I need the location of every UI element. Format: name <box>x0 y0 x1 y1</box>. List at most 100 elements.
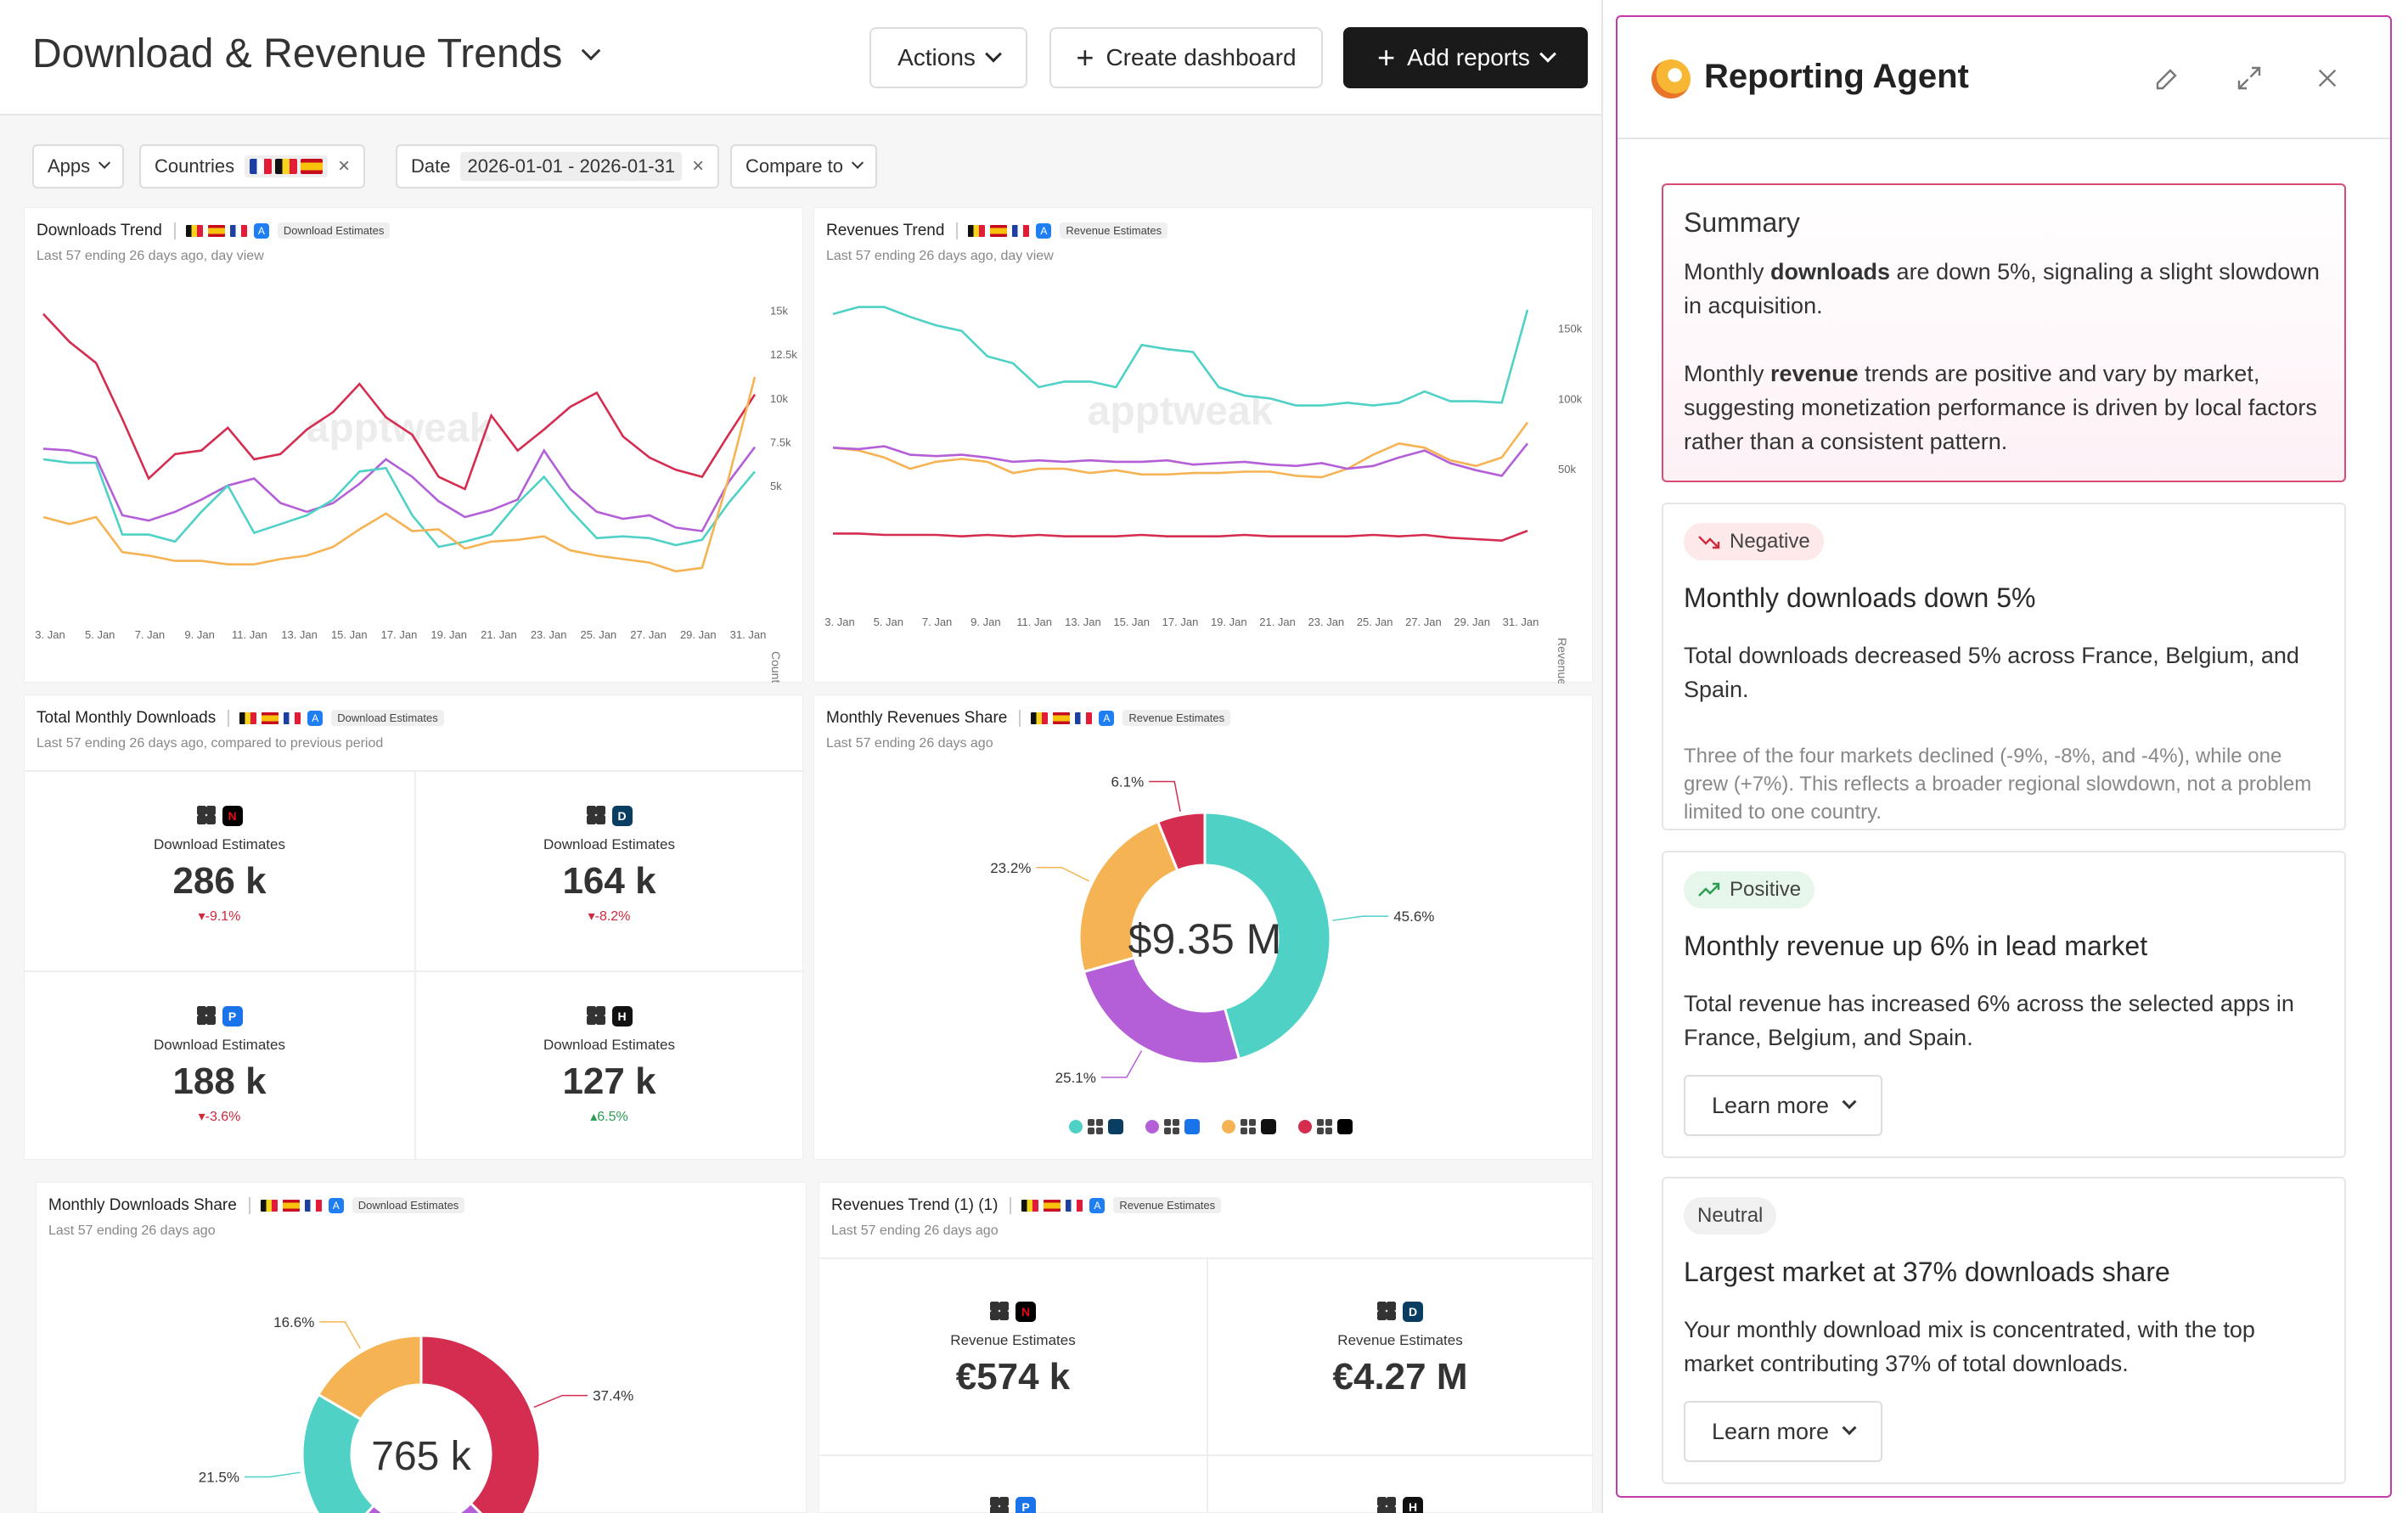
metric-tag: Revenue Estimates <box>1113 1197 1222 1214</box>
kpi-tile: P Download Estimates 188 k ▾-3.6% <box>25 1006 414 1125</box>
summary-paragraph-1: Monthly downloads are down 5%, signaling… <box>1684 255 2329 323</box>
belgium-flag-icon <box>185 224 203 237</box>
x-tick-label: 19. Jan <box>430 628 467 641</box>
date-filter-label: Date <box>411 155 451 177</box>
apps-filter[interactable]: Apps <box>32 144 125 188</box>
apps-grid-icon <box>586 1006 605 1025</box>
hbo-app-icon: H <box>1403 1497 1423 1513</box>
date-range-value: 2026-01-01 - 2026-01-31 <box>460 152 683 181</box>
netflix-app-icon: N <box>1016 1302 1036 1322</box>
edit-icon[interactable] <box>2152 63 2183 93</box>
x-tick-label: 7. Jan <box>922 616 952 628</box>
learn-more-button[interactable]: Learn more <box>1684 1075 1882 1136</box>
add-reports-button[interactable]: + Add reports <box>1343 27 1588 88</box>
kpi-change: ▾-9.1% <box>198 909 241 924</box>
countries-filter-label: Countries <box>155 155 235 177</box>
series-line-2 <box>832 442 1529 477</box>
card-title-row: Revenues Trend A Revenue Estimates <box>826 222 1168 240</box>
metric-tag: Download Estimates <box>277 222 391 239</box>
divider <box>1010 1196 1012 1214</box>
donut-slice-3[interactable] <box>316 1334 423 1421</box>
card-title: Revenues Trend (1) (1) <box>831 1196 999 1214</box>
donut-slice-3[interactable] <box>1156 811 1207 873</box>
learn-more-button[interactable]: Learn more <box>1684 1401 1882 1462</box>
insight-card-positive: Positive Monthly revenue up 6% in lead m… <box>1662 851 2346 1158</box>
downloads-trend-chart: apptweak 15k 12.5k 10k 7.5k 5k 3. Jan 5. Jan 7. … <box>35 305 797 683</box>
france-flag-icon <box>304 1199 322 1212</box>
kpi-label: Download Estimates <box>543 1037 675 1053</box>
kpi-label: Revenue Estimates <box>1337 1332 1463 1348</box>
donut-slice-1[interactable] <box>340 1501 506 1513</box>
expand-icon[interactable] <box>2234 63 2265 93</box>
kpi-value: 286 k <box>172 860 267 902</box>
card-title-row: Revenues Trend (1) (1) A Revenue Estimates <box>831 1196 1222 1215</box>
y-tick-label: 10k <box>770 392 788 405</box>
belgium-flag-icon <box>275 159 298 174</box>
donut-slice-2[interactable] <box>301 1392 376 1513</box>
card-title-row: Monthly Downloads Share A Download Estimat… <box>48 1196 465 1215</box>
page-title[interactable]: Download & Revenue Trends <box>32 31 601 77</box>
slice-label: 37.4% <box>593 1388 633 1404</box>
x-tick-label: 3. Jan <box>35 628 65 641</box>
apps-grid-icon <box>990 1497 1009 1513</box>
create-dashboard-button[interactable]: + Create dashboard <box>1049 27 1323 88</box>
insight-heading: Monthly downloads down 5% <box>1684 582 2036 613</box>
compare-filter[interactable]: Compare to <box>730 144 877 188</box>
kpi-tile: N Revenue Estimates €574 k <box>819 1302 1207 1398</box>
card-subtitle: Last 57 ending 26 days ago <box>831 1223 999 1238</box>
page-title-text: Download & Revenue Trends <box>32 31 563 76</box>
spain-flag-icon <box>262 712 279 724</box>
close-icon[interactable]: × <box>338 155 351 177</box>
legend-item[interactable] <box>1145 1119 1200 1134</box>
slice-label: 16.6% <box>273 1314 314 1330</box>
spain-flag-icon <box>990 224 1008 237</box>
insight-card-neutral: Neutral Largest market at 37% downloads … <box>1662 1177 2346 1484</box>
countries-filter[interactable]: Countries × <box>139 144 366 188</box>
slice-label: 45.6% <box>1393 908 1434 925</box>
legend-item[interactable] <box>1222 1119 1276 1134</box>
card-title: Downloads Trend <box>37 222 162 239</box>
chevron-down-icon <box>985 45 1002 63</box>
text: Monthly <box>1684 259 1771 284</box>
card-title: Total Monthly Downloads <box>37 709 217 727</box>
close-icon[interactable]: × <box>692 155 705 177</box>
create-label: Create dashboard <box>1106 44 1297 70</box>
series-line-3 <box>833 529 1528 543</box>
insight-heading: Largest market at 37% downloads share <box>1684 1257 2170 1287</box>
total-downloads-card: Total Monthly Downloads A Download Estimat… <box>24 695 804 1161</box>
kpi-divider-h <box>819 1454 1594 1456</box>
x-tick-label: 13. Jan <box>1065 616 1101 628</box>
divider <box>228 709 230 727</box>
card-subtitle: Last 57 ending 26 days ago <box>826 736 993 751</box>
chevron-down-icon <box>1842 1420 1857 1436</box>
series-line-3 <box>42 376 757 573</box>
donut-slice-2[interactable] <box>1077 819 1179 974</box>
kpi-divider-v <box>1207 1257 1208 1513</box>
y-tick-label: 15k <box>770 305 788 318</box>
date-filter[interactable]: Date 2026-01-01 - 2026-01-31 × <box>396 144 720 188</box>
x-tick-label: 9. Jan <box>971 616 1000 628</box>
card-subtitle: Last 57 ending 26 days ago <box>48 1223 216 1238</box>
kpi-divider-v <box>414 770 416 1161</box>
card-subtitle: Last 57 ending 26 days ago, compared to … <box>37 736 384 751</box>
donut-slice-0[interactable] <box>419 1334 542 1513</box>
donut-slice-0[interactable] <box>1203 811 1332 1061</box>
revenues-trend-chart: apptweak 150k 100k 50k 3. Jan 5. Jan 7. Jan 9. … <box>824 306 1583 683</box>
bold-text: revenue <box>1770 361 1859 386</box>
x-tick-label: 21. Jan <box>481 628 517 641</box>
legend-item[interactable] <box>1298 1119 1353 1134</box>
learn-more-label: Learn more <box>1711 1418 1830 1444</box>
close-icon[interactable] <box>2314 65 2341 92</box>
app-store-icon: A <box>1089 1197 1106 1213</box>
downloads-share-donut: 37.4% 21.5% 16.6% 765 k <box>199 1314 633 1513</box>
card-subtitle: Last 57 ending 26 days ago, day view <box>37 249 264 263</box>
donut-slice-1[interactable] <box>1082 956 1241 1066</box>
y-axis-label: Revenues/Costs <box>1556 638 1569 683</box>
kpi-tile: D Download Estimates 164 k ▾-8.2% <box>414 806 804 925</box>
summary-heading: Summary <box>1684 207 1800 238</box>
actions-button[interactable]: Actions <box>869 27 1027 88</box>
slice-label: 21.5% <box>199 1469 239 1485</box>
spain-flag-icon <box>1044 1199 1061 1212</box>
legend-item[interactable] <box>1069 1119 1123 1134</box>
